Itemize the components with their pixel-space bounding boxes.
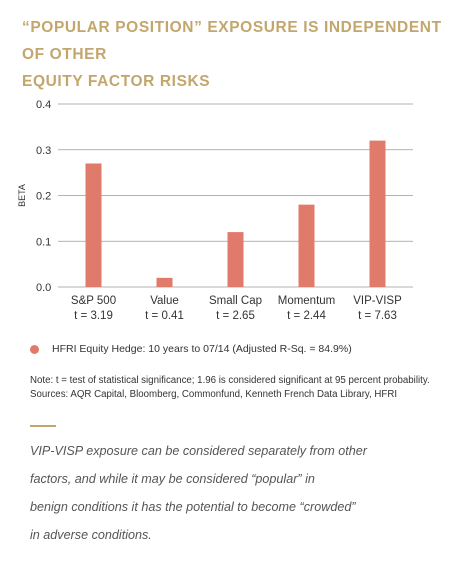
t-stat-label: t = 2.65 [216,310,255,322]
x-tick-label: S&P 500 [71,295,116,307]
bar [227,232,244,287]
t-stat-label: t = 3.19 [74,310,113,322]
quote-line-3: benign conditions it has the potential t… [30,500,356,514]
title-line-1: “POPULAR POSITION” EXPOSURE IS INDEPENDE… [22,19,442,63]
y-axis-label: BETA [17,184,27,207]
t-stat-label: t = 2.44 [287,310,326,322]
sources-text: Sources: AQR Capital, Bloomberg, Commonf… [30,389,398,400]
y-tick-label: 0.0 [36,282,51,294]
bar [298,204,315,287]
legend-label: HFRI Equity Hedge: 10 years to 07/14 (Ad… [52,343,352,355]
y-tick-label: 0.1 [36,236,51,248]
x-tick-label: Momentum [278,295,336,307]
chart-title: “POPULAR POSITION” EXPOSURE IS INDEPENDE… [22,14,442,95]
quote-line-2: factors, and while it may be considered … [30,472,315,486]
x-tick-label: Small Cap [209,295,262,307]
quote-line-1: VIP-VISP exposure can be considered sepa… [30,444,367,458]
bar [85,163,102,287]
t-stat-label: t = 7.63 [358,310,397,322]
y-tick-label: 0.4 [36,99,51,111]
divider-rule [30,425,56,427]
bar [369,140,386,287]
chart-notes: Note: t = test of statistical significan… [30,374,440,402]
y-tick-label: 0.3 [36,145,51,157]
x-tick-label: VIP-VISP [353,295,402,307]
title-line-2: EQUITY FACTOR RISKS [22,73,211,90]
quote-line-4: in adverse conditions. [30,528,152,542]
bar [156,277,173,287]
legend-swatch [30,344,39,354]
bar-chart: 0.0 0.1 0.2 0.3 0.4 BETA S&P 500 t = 3.19 Value t… [17,99,413,322]
t-stat-label: t = 0.41 [145,310,184,322]
y-tick-label: 0.2 [36,191,51,203]
legend: HFRI Equity Hedge: 10 years to 07/14 (Ad… [30,343,352,355]
x-tick-label: Value [150,295,179,307]
note-text: Note: t = test of statistical significan… [30,375,430,386]
pull-quote: VIP-VISP exposure can be considered sepa… [30,437,430,549]
